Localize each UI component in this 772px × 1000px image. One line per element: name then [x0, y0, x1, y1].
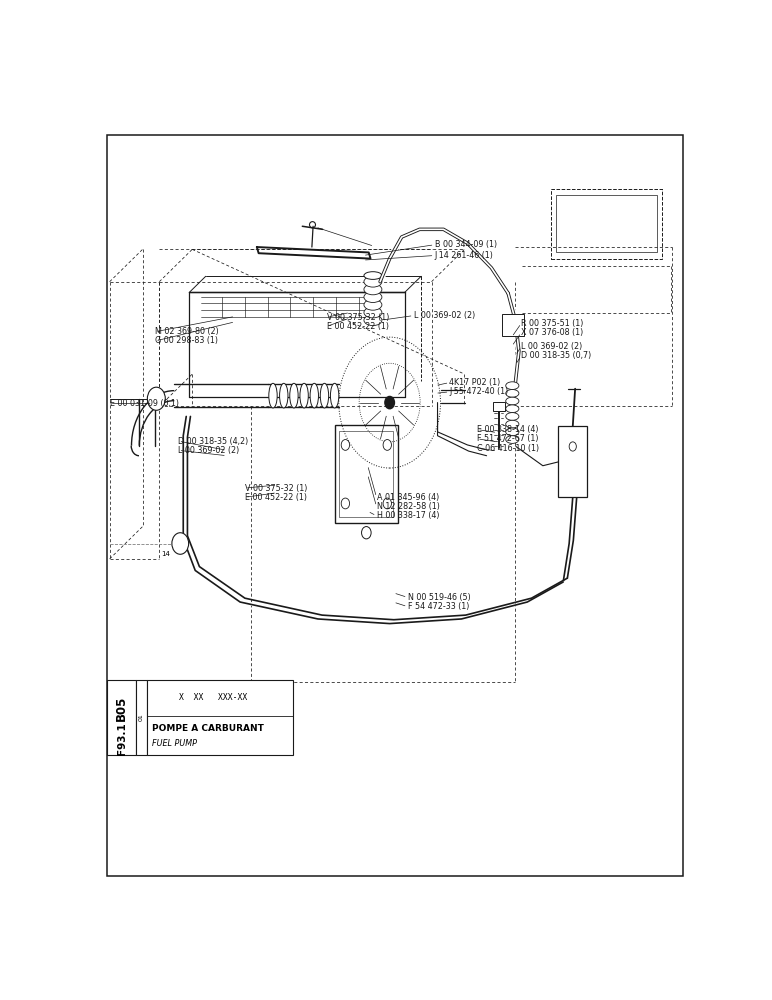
- Bar: [551, 189, 662, 259]
- Circle shape: [385, 396, 394, 409]
- Text: N 00 519-46 (5): N 00 519-46 (5): [408, 593, 470, 602]
- Bar: [147, 680, 293, 755]
- Bar: [340, 431, 393, 517]
- Text: V 00 375-32 (1): V 00 375-32 (1): [327, 313, 389, 322]
- Text: L 00 369-02 (2): L 00 369-02 (2): [521, 342, 583, 351]
- Ellipse shape: [310, 383, 319, 408]
- Circle shape: [172, 533, 188, 554]
- Ellipse shape: [364, 292, 382, 302]
- Circle shape: [361, 527, 371, 539]
- Text: L 00 369-02 (2): L 00 369-02 (2): [178, 446, 240, 455]
- Ellipse shape: [506, 382, 519, 389]
- Ellipse shape: [279, 383, 288, 408]
- Circle shape: [569, 442, 577, 451]
- Text: E 00 452-22 (1): E 00 452-22 (1): [245, 493, 307, 502]
- Circle shape: [341, 440, 350, 450]
- Circle shape: [383, 498, 391, 509]
- Text: G 00 298-83 (1): G 00 298-83 (1): [155, 336, 218, 345]
- Text: C 06 416-10 (1): C 06 416-10 (1): [477, 444, 539, 453]
- Bar: [502, 314, 523, 336]
- Text: F93.1: F93.1: [117, 722, 127, 755]
- Ellipse shape: [330, 383, 339, 408]
- Text: F 51 472-67 (1): F 51 472-67 (1): [477, 434, 539, 443]
- Text: E 00 338-14 (4): E 00 338-14 (4): [477, 425, 539, 434]
- Text: B 00 344-09 (1): B 00 344-09 (1): [435, 240, 496, 249]
- Bar: [493, 402, 505, 411]
- Text: M 02 369-80 (2): M 02 369-80 (2): [155, 327, 219, 336]
- Ellipse shape: [320, 383, 329, 408]
- Ellipse shape: [269, 383, 277, 408]
- Text: 01: 01: [139, 714, 144, 721]
- Ellipse shape: [506, 436, 519, 443]
- Ellipse shape: [506, 420, 519, 428]
- Ellipse shape: [364, 299, 382, 310]
- Text: V 00 375-32 (1): V 00 375-32 (1): [245, 484, 307, 493]
- Text: A 01 345-96 (4): A 01 345-96 (4): [377, 493, 438, 502]
- Text: R 00 375-51 (1): R 00 375-51 (1): [521, 319, 584, 328]
- Ellipse shape: [290, 383, 298, 408]
- Text: J 55 472-40 (1): J 55 472-40 (1): [449, 387, 509, 396]
- Text: 14: 14: [161, 551, 170, 557]
- Text: D 00 318-35 (0,7): D 00 318-35 (0,7): [521, 351, 591, 360]
- Ellipse shape: [506, 389, 519, 397]
- Circle shape: [341, 498, 350, 509]
- Ellipse shape: [506, 413, 519, 420]
- Bar: [556, 195, 656, 252]
- Text: FUEL PUMP: FUEL PUMP: [151, 739, 197, 748]
- Circle shape: [383, 440, 391, 450]
- Text: X 07 376-08 (1): X 07 376-08 (1): [521, 328, 584, 337]
- Text: L 00 369-02 (2): L 00 369-02 (2): [414, 311, 475, 320]
- Text: B05: B05: [115, 696, 128, 721]
- Ellipse shape: [364, 272, 382, 279]
- Bar: [107, 680, 136, 755]
- Text: POMPE A CARBURANT: POMPE A CARBURANT: [151, 724, 263, 733]
- Ellipse shape: [364, 307, 382, 318]
- Ellipse shape: [506, 428, 519, 436]
- Text: E 00 031-09 (0,1): E 00 031-09 (0,1): [110, 399, 178, 408]
- Ellipse shape: [506, 397, 519, 405]
- Text: F 54 472-33 (1): F 54 472-33 (1): [408, 602, 469, 611]
- Ellipse shape: [364, 276, 382, 287]
- Ellipse shape: [364, 315, 382, 326]
- Bar: [558, 426, 587, 497]
- Text: X  XX   XXX-XX: X XX XXX-XX: [178, 693, 247, 702]
- Text: 4K17 P02 (1): 4K17 P02 (1): [449, 378, 501, 387]
- Text: D 00 318-35 (4,2): D 00 318-35 (4,2): [178, 437, 249, 446]
- Text: N 12 282-58 (1): N 12 282-58 (1): [377, 502, 439, 511]
- Text: H 00 338-17 (4): H 00 338-17 (4): [377, 511, 439, 520]
- Ellipse shape: [300, 383, 308, 408]
- Circle shape: [147, 387, 165, 410]
- Text: E 00 452-22 (1): E 00 452-22 (1): [327, 322, 389, 331]
- Ellipse shape: [506, 405, 519, 413]
- Bar: [334, 425, 398, 523]
- Ellipse shape: [364, 284, 382, 295]
- Text: J 14 261-46 (1): J 14 261-46 (1): [435, 251, 493, 260]
- Bar: [136, 680, 147, 755]
